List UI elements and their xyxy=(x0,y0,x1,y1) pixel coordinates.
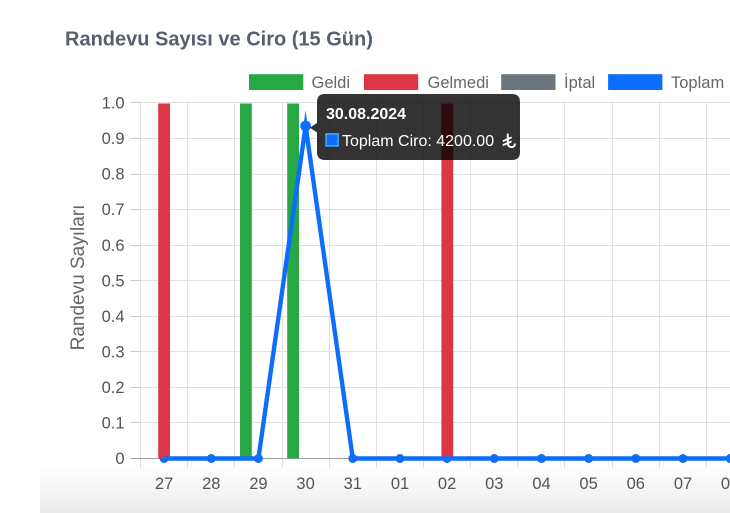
svg-text:0.3: 0.3 xyxy=(102,343,125,361)
svg-text:Toplam Ciro: 4200.00: Toplam Ciro: 4200.00 xyxy=(342,133,494,150)
svg-text:04: 04 xyxy=(532,475,550,493)
svg-text:1.0: 1.0 xyxy=(102,95,125,113)
svg-text:0.6: 0.6 xyxy=(102,237,125,255)
svg-text:0.7: 0.7 xyxy=(102,201,125,219)
svg-text:07: 07 xyxy=(674,475,692,493)
svg-text:27: 27 xyxy=(155,475,173,493)
svg-text:Randevu Sayıları: Randevu Sayıları xyxy=(68,205,89,351)
svg-text:30.08.2024: 30.08.2024 xyxy=(326,106,406,123)
svg-text:28: 28 xyxy=(202,475,220,493)
svg-text:Geldi: Geldi xyxy=(312,74,351,92)
svg-text:0.9: 0.9 xyxy=(102,130,125,148)
svg-text:Randevu Sayısı ve Ciro (15 Gün: Randevu Sayısı ve Ciro (15 Gün) xyxy=(65,29,373,51)
svg-text:08: 08 xyxy=(721,475,730,493)
svg-text:01: 01 xyxy=(391,475,409,493)
svg-text:Gelmedi: Gelmedi xyxy=(428,74,489,92)
svg-text:29: 29 xyxy=(249,475,267,493)
svg-text:0.8: 0.8 xyxy=(102,166,125,184)
svg-text:0.2: 0.2 xyxy=(102,379,125,397)
svg-text:02: 02 xyxy=(438,475,456,493)
svg-text:Toplam: Toplam xyxy=(671,74,724,92)
svg-text:06: 06 xyxy=(627,475,645,493)
svg-text:05: 05 xyxy=(579,475,597,493)
svg-text:0: 0 xyxy=(115,450,124,468)
svg-text:0.1: 0.1 xyxy=(102,415,125,433)
svg-text:İptal: İptal xyxy=(564,73,595,92)
svg-text:31: 31 xyxy=(344,475,362,493)
svg-text:0.5: 0.5 xyxy=(102,272,125,290)
svg-text:30: 30 xyxy=(296,475,314,493)
svg-text:0.4: 0.4 xyxy=(102,308,125,326)
svg-text:03: 03 xyxy=(485,475,503,493)
